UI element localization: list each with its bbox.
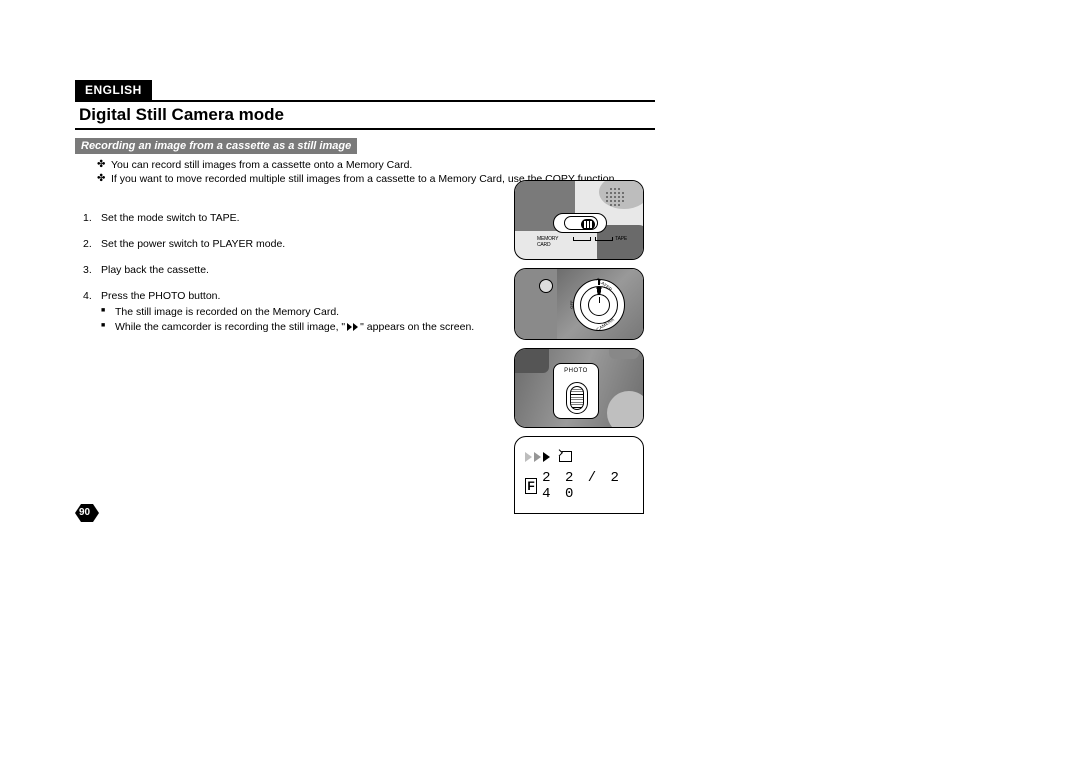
photo-button-illustration: PHOTO (514, 348, 644, 428)
step-number: 4. (83, 290, 101, 333)
photo-label: PHOTO (554, 368, 598, 374)
switch-label-tape: TAPE (615, 236, 627, 248)
sub-item-post: " appears on the screen. (360, 321, 474, 333)
dial-label-off: OFF (569, 300, 574, 309)
photo-button (566, 382, 588, 414)
title-bar: Digital Still Camera mode (75, 100, 655, 130)
mode-switch-illustration: MEMORY CARD TAPE (514, 180, 644, 260)
subheading-wrap: Recording an image from a cassette as a … (75, 134, 655, 154)
power-dial (573, 279, 625, 331)
image-counter: 2 2 / 2 4 0 (542, 470, 633, 502)
fast-forward-icon (347, 323, 358, 331)
page-number: 90 (79, 507, 90, 518)
photo-button-plate: PHOTO (553, 363, 599, 419)
screen-row-icons (525, 451, 633, 462)
language-tag: ENGLISH (75, 80, 152, 100)
screen-row-counter: F 2 2 / 2 4 0 (525, 470, 633, 502)
illustration-column: MEMORY CARD TAPE PLAYER CAMERA OFF PHOTO (514, 180, 644, 514)
power-dial-illustration: PLAYER CAMERA OFF (514, 268, 644, 340)
step-number: 3. (83, 264, 101, 276)
switch-label-memory-card: MEMORY CARD (537, 236, 571, 248)
intro-item: You can record still images from a casse… (97, 158, 655, 172)
screen-display-illustration: F 2 2 / 2 4 0 (514, 436, 644, 514)
mode-switch (553, 213, 607, 233)
fast-forward-icon (525, 452, 550, 462)
lock-icon (539, 279, 553, 293)
section-subheading: Recording an image from a cassette as a … (75, 138, 357, 154)
switch-labels: MEMORY CARD TAPE (537, 236, 627, 248)
step-number: 1. (83, 212, 101, 224)
page-title: Digital Still Camera mode (79, 105, 651, 125)
sub-item-pre: While the camcorder is recording the sti… (115, 321, 345, 333)
memory-card-icon (559, 451, 572, 462)
f-box: F (525, 478, 537, 494)
step-number: 2. (83, 238, 101, 250)
